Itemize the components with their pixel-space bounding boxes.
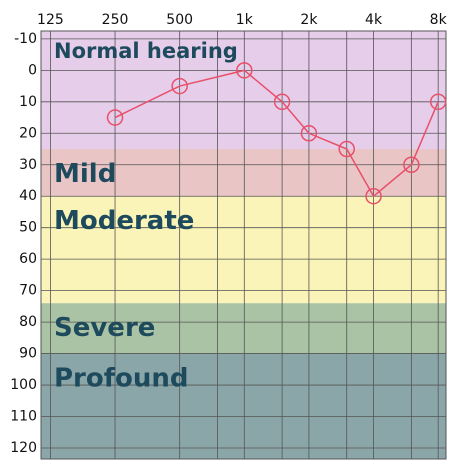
- y-tick-label: 20: [19, 125, 37, 141]
- y-tick-label: 40: [19, 188, 37, 204]
- band-label: Profound: [54, 364, 189, 394]
- y-tick-label: 10: [19, 94, 37, 110]
- x-tick-label: 250: [102, 12, 129, 28]
- band-label: Severe: [54, 313, 155, 343]
- y-tick-label: 0: [28, 62, 37, 78]
- band: [41, 31, 446, 150]
- data-point: [365, 187, 382, 205]
- labels: Normal hearing Mild Moderate Severe Profound…: [10, 12, 447, 456]
- y-tick-label: 50: [19, 220, 37, 236]
- band: [41, 303, 446, 354]
- y-tick-label: 30: [19, 157, 37, 173]
- band-label: Normal hearing: [54, 39, 238, 63]
- data-point: [338, 140, 355, 158]
- y-tick-label: 80: [19, 314, 37, 330]
- data-point: [171, 77, 188, 95]
- y-tick-label: 90: [19, 346, 37, 362]
- band: [41, 196, 446, 304]
- bands: [41, 31, 446, 459]
- y-tick-label: 70: [19, 283, 37, 299]
- y-tick-label: 100: [10, 377, 37, 393]
- y-tick-label: 60: [19, 251, 37, 267]
- data-point: [106, 109, 124, 126]
- data-line: [114, 69, 439, 198]
- x-tick-label: 125: [37, 12, 64, 28]
- x-tick-label: 2k: [300, 12, 318, 28]
- data-point: [236, 62, 253, 79]
- y-tick-label: 110: [10, 409, 37, 425]
- plot-border: [40, 30, 447, 460]
- x-tick-label: 500: [166, 12, 193, 28]
- band: [41, 149, 446, 197]
- y-tick-label: 120: [10, 440, 37, 456]
- x-tick-label: 4k: [365, 12, 383, 28]
- band: [41, 353, 446, 459]
- grid: [40, 30, 447, 460]
- x-tick-label: 8k: [430, 12, 448, 28]
- band-label: Mild: [54, 159, 116, 189]
- data-point: [300, 125, 318, 142]
- data-point: [273, 93, 291, 111]
- marks: [106, 62, 447, 205]
- data-point: [403, 156, 420, 173]
- band-label: Moderate: [54, 206, 194, 236]
- x-tick-label: 1k: [236, 12, 254, 28]
- data-point: [429, 93, 447, 111]
- y-tick-label: -10: [14, 31, 37, 47]
